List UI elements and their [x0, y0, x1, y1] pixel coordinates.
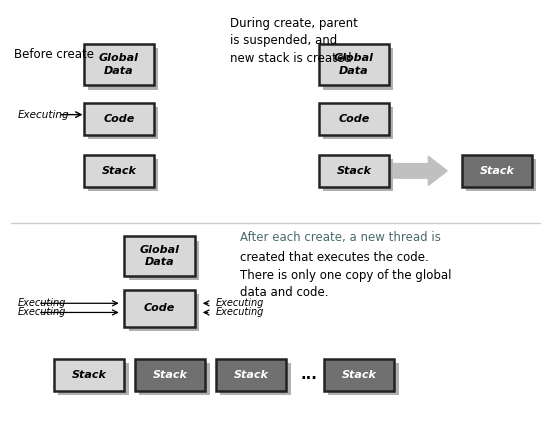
Text: Stack: Stack — [342, 370, 377, 380]
FancyBboxPatch shape — [88, 159, 158, 191]
Text: Code: Code — [338, 114, 369, 124]
FancyBboxPatch shape — [323, 48, 393, 90]
FancyBboxPatch shape — [323, 107, 393, 139]
FancyBboxPatch shape — [135, 359, 206, 391]
Text: Before create: Before create — [14, 48, 94, 61]
FancyBboxPatch shape — [318, 44, 389, 85]
Text: Global
Data: Global Data — [334, 54, 374, 76]
FancyBboxPatch shape — [318, 155, 389, 187]
FancyBboxPatch shape — [128, 241, 199, 280]
Text: Executing: Executing — [18, 307, 66, 317]
Text: After each create, a new thread is: After each create, a new thread is — [240, 231, 441, 244]
Text: Stack: Stack — [153, 370, 188, 380]
Text: Executing: Executing — [18, 298, 66, 308]
FancyBboxPatch shape — [318, 102, 389, 135]
FancyBboxPatch shape — [125, 236, 195, 276]
Text: Stack: Stack — [234, 370, 269, 380]
FancyBboxPatch shape — [324, 359, 395, 391]
FancyBboxPatch shape — [216, 359, 287, 391]
FancyBboxPatch shape — [125, 289, 195, 327]
Text: ...: ... — [300, 368, 317, 382]
FancyBboxPatch shape — [139, 363, 209, 395]
Text: Global
Data: Global Data — [139, 245, 180, 267]
FancyBboxPatch shape — [58, 363, 128, 395]
Text: Executing: Executing — [216, 307, 264, 317]
Text: Global
Data: Global Data — [99, 54, 139, 76]
Text: Executing: Executing — [18, 110, 69, 119]
FancyBboxPatch shape — [54, 359, 125, 391]
FancyArrow shape — [393, 156, 447, 185]
FancyBboxPatch shape — [323, 159, 393, 191]
FancyBboxPatch shape — [84, 44, 154, 85]
FancyBboxPatch shape — [88, 107, 158, 139]
Text: Stack: Stack — [479, 166, 514, 176]
Text: Stack: Stack — [336, 166, 371, 176]
FancyBboxPatch shape — [462, 155, 532, 187]
Text: During create, parent
is suspended, and
new stack is created: During create, parent is suspended, and … — [230, 17, 358, 65]
FancyBboxPatch shape — [220, 363, 290, 395]
FancyBboxPatch shape — [88, 48, 158, 90]
FancyBboxPatch shape — [84, 102, 154, 135]
Text: Code: Code — [144, 303, 175, 313]
FancyBboxPatch shape — [128, 294, 199, 331]
Text: Executing: Executing — [216, 298, 264, 308]
FancyBboxPatch shape — [466, 159, 536, 191]
Text: Stack: Stack — [72, 370, 107, 380]
Text: created that executes the code.
There is only one copy of the global
data and co: created that executes the code. There is… — [240, 251, 452, 299]
Text: Code: Code — [103, 114, 134, 124]
FancyBboxPatch shape — [84, 155, 154, 187]
Text: Stack: Stack — [101, 166, 136, 176]
FancyBboxPatch shape — [328, 363, 398, 395]
